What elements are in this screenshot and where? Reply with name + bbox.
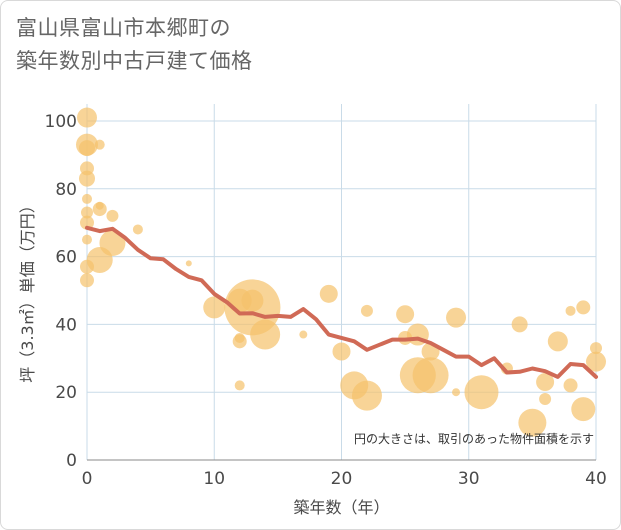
y-tick-label-0: 0 xyxy=(66,451,77,471)
bubble-32 xyxy=(360,304,373,317)
bubble-6 xyxy=(82,193,92,204)
bubble-47 xyxy=(547,331,568,352)
bubble-26 xyxy=(234,380,245,391)
bubble-7 xyxy=(81,206,93,219)
x-tick-label-10: 10 xyxy=(203,469,225,489)
bubble-25 xyxy=(250,319,281,350)
bubble-size-note: 円の大きさは、取引のあった物件面積を示す xyxy=(354,431,594,446)
bubble-31 xyxy=(351,380,382,411)
bubble-22 xyxy=(234,332,245,343)
y-tick-label-20: 20 xyxy=(55,383,77,403)
bubble-29 xyxy=(332,342,351,361)
bubble-17 xyxy=(132,224,143,235)
bubble-40 xyxy=(452,388,461,397)
bubble-5 xyxy=(79,170,95,187)
bubble-12 xyxy=(82,234,92,245)
tick-labels: 0 20 40 60 80 100 0 10 20 30 40 xyxy=(45,112,607,489)
chart-title: 富山県富山市本郷町の 築年数別中古戸建て価格 xyxy=(16,12,253,78)
x-axis-label: 築年数（年） xyxy=(293,498,389,517)
x-tick-label-30: 30 xyxy=(458,469,480,489)
average-line-group xyxy=(85,225,598,379)
y-tick-label-40: 40 xyxy=(55,315,77,335)
bubble-9 xyxy=(95,201,104,210)
bubble-0 xyxy=(77,107,97,128)
bubble-41 xyxy=(464,375,499,410)
bubble-48 xyxy=(563,378,578,393)
bubble-15 xyxy=(80,259,94,274)
bubble-45 xyxy=(536,373,555,392)
bubble-39 xyxy=(446,307,467,328)
x-tick-label-40: 40 xyxy=(585,469,607,489)
bubble-46 xyxy=(539,392,552,405)
bubble-24 xyxy=(241,289,264,312)
bubble-18 xyxy=(185,260,192,267)
scatter-bubbles xyxy=(76,107,606,437)
bubble-11 xyxy=(80,215,94,230)
bubble-16 xyxy=(80,273,94,288)
bubble-53 xyxy=(586,351,606,372)
bubble-43 xyxy=(511,316,528,333)
x-tick-label-20: 20 xyxy=(331,469,353,489)
bubble-49 xyxy=(565,305,576,316)
bubble-50 xyxy=(576,300,591,315)
bubble-51 xyxy=(571,397,596,422)
x-tick-label-0: 0 xyxy=(82,469,93,489)
bubble-44 xyxy=(518,408,547,437)
y-tick-label-80: 80 xyxy=(55,180,77,200)
bubble-33 xyxy=(396,305,415,324)
y-tick-label-100: 100 xyxy=(45,112,77,132)
bubble-27 xyxy=(299,330,308,339)
average-price-line xyxy=(85,225,598,379)
y-tick-label-60: 60 xyxy=(55,248,77,268)
bubble-2 xyxy=(79,140,95,157)
chart-title-line2: 築年数別中古戸建て価格 xyxy=(16,49,253,73)
bubble-52 xyxy=(590,342,602,355)
bubble-10 xyxy=(106,209,119,222)
y-axis-label: 坪（3.3㎡）単価（万円） xyxy=(18,197,37,382)
bubble-3 xyxy=(94,139,105,150)
bubble-28 xyxy=(319,284,338,303)
bubble-19 xyxy=(203,296,226,319)
grid-lines xyxy=(86,104,597,461)
bubble-37 xyxy=(412,357,449,394)
chart-title-line1: 富山県富山市本郷町の xyxy=(16,16,231,40)
